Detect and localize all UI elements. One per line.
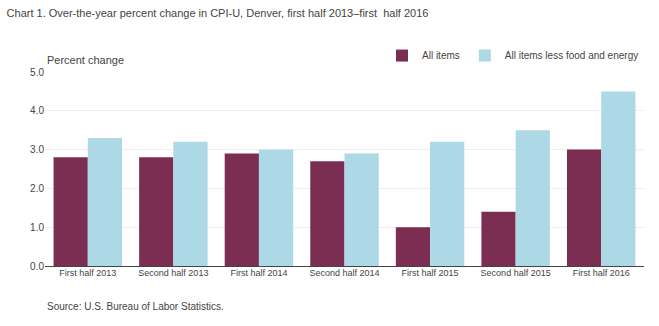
svg-text:First half 2014: First half 2014 <box>230 268 287 278</box>
svg-text:First half 2015: First half 2015 <box>402 268 459 278</box>
svg-text:1.0: 1.0 <box>30 222 44 233</box>
svg-text:All items: All items <box>422 50 460 61</box>
svg-text:First half 2016: First half 2016 <box>573 268 630 278</box>
svg-text:0.0: 0.0 <box>30 261 44 272</box>
svg-text:Second half 2013: Second half 2013 <box>138 268 208 278</box>
svg-text:3.0: 3.0 <box>30 144 44 155</box>
svg-text:5.0: 5.0 <box>30 67 44 78</box>
svg-text:Source: U.S. Bureau of Labor S: Source: U.S. Bureau of Labor Statistics. <box>47 301 224 312</box>
svg-text:All items less food and energy: All items less food and energy <box>505 50 638 61</box>
svg-text:2.0: 2.0 <box>30 183 44 194</box>
svg-text:First half 2013: First half 2013 <box>59 268 116 278</box>
svg-text:Second half 2014: Second half 2014 <box>309 268 379 278</box>
svg-text:4.0: 4.0 <box>30 105 44 116</box>
svg-text:Second half 2015: Second half 2015 <box>481 268 551 278</box>
svg-text:Chart 1. Over-the-year percent: Chart 1. Over-the-year percent change in… <box>7 7 429 19</box>
svg-text:Percent change: Percent change <box>47 54 124 66</box>
